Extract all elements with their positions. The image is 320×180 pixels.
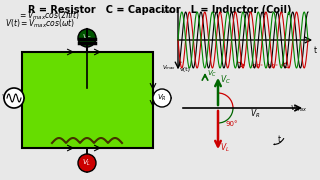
Text: $V_{Source}$: $V_{Source}$: [1, 93, 25, 103]
Circle shape: [153, 89, 171, 107]
Text: 90°  90°: 90° 90°: [252, 64, 278, 69]
Circle shape: [4, 88, 24, 108]
Text: t: t: [278, 135, 281, 144]
Text: R = Resistor   C = Capacitor   L = Inductor (Coil): R = Resistor C = Capacitor L = Inductor …: [28, 5, 292, 15]
Text: v(t): v(t): [180, 67, 191, 72]
Circle shape: [78, 154, 96, 172]
Text: $V_C$: $V_C$: [220, 73, 231, 85]
Text: 90°: 90°: [226, 121, 238, 127]
Text: $= V_{max}cos(2\pi ft)$: $= V_{max}cos(2\pi ft)$: [18, 10, 80, 22]
Text: $V_R$: $V_R$: [250, 108, 260, 120]
Text: $V(t) = V_{max}cos(\omega t)$: $V(t) = V_{max}cos(\omega t)$: [5, 18, 75, 30]
Text: $V_{max}$: $V_{max}$: [162, 64, 176, 72]
Text: $-V_{Max}$: $-V_{Max}$: [158, 8, 176, 16]
Circle shape: [78, 29, 96, 47]
Text: $V_C$: $V_C$: [207, 69, 217, 79]
Text: $V_R$: $V_R$: [157, 93, 167, 103]
Text: t: t: [314, 46, 317, 55]
Text: $V_L$: $V_L$: [82, 158, 92, 168]
Text: $V_L$: $V_L$: [220, 141, 230, 154]
Text: $V_{Max}$: $V_{Max}$: [290, 104, 307, 114]
Text: $V_C$: $V_C$: [82, 33, 92, 43]
FancyArrowPatch shape: [274, 138, 284, 145]
FancyBboxPatch shape: [22, 52, 153, 148]
